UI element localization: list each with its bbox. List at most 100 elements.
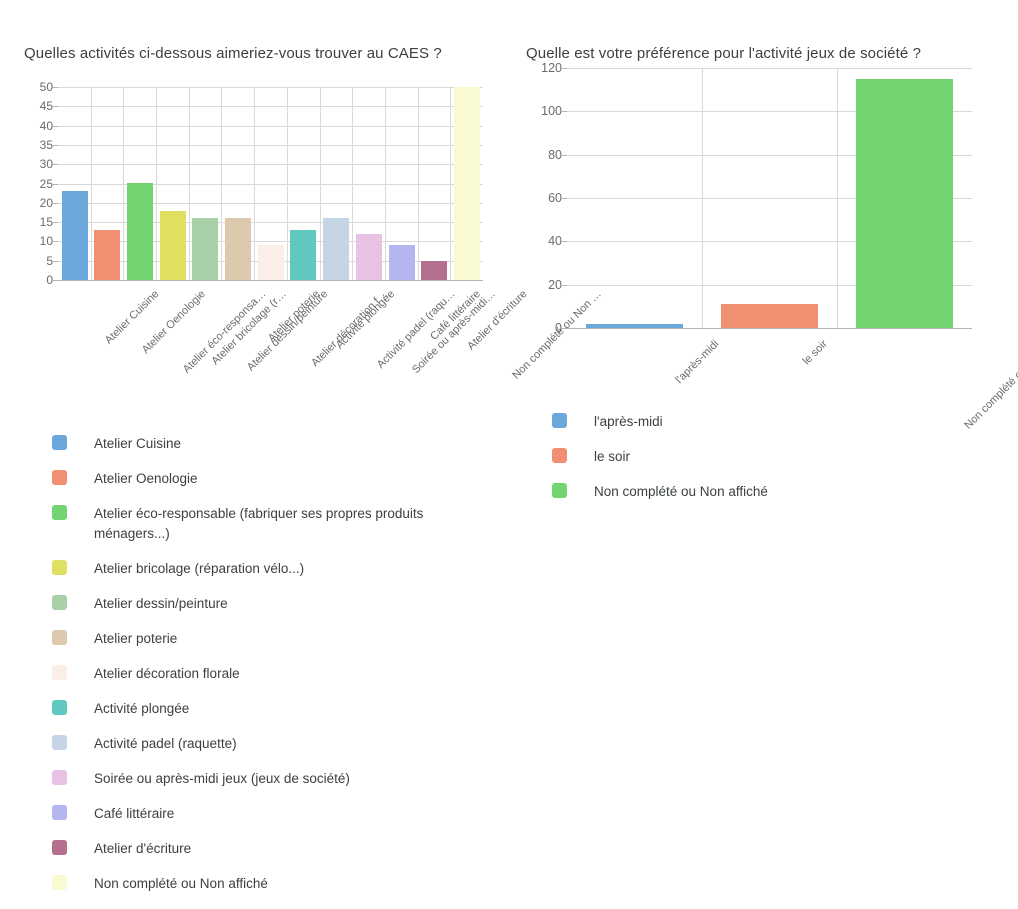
bar[interactable] bbox=[290, 230, 316, 280]
y-axis-tick-mark bbox=[53, 87, 58, 88]
gridline bbox=[567, 198, 972, 199]
legend-item[interactable]: Café littéraire bbox=[52, 804, 472, 824]
legend-preference: l'après-midi le soir Non complété ou Non a… bbox=[552, 412, 882, 517]
legend-color-swatch-icon bbox=[52, 700, 67, 715]
legend-item-label: Atelier décoration florale bbox=[94, 666, 240, 681]
vertical-gridline bbox=[450, 87, 451, 280]
vertical-gridline bbox=[189, 87, 190, 280]
y-axis-tick-label: 30 bbox=[39, 157, 53, 172]
vertical-gridline bbox=[254, 87, 255, 280]
y-axis-tick-mark bbox=[562, 198, 567, 199]
bar[interactable] bbox=[421, 261, 447, 280]
legend-item-label: Activité padel (raquette) bbox=[94, 736, 237, 751]
vertical-gridline bbox=[385, 87, 386, 280]
vertical-gridline bbox=[702, 68, 703, 328]
legend-color-swatch-icon bbox=[52, 805, 67, 820]
y-axis-tick-label: 20 bbox=[39, 195, 53, 210]
legend-item-label: Atelier poterie bbox=[94, 631, 178, 646]
legend-color-swatch-icon bbox=[52, 595, 67, 610]
gridline bbox=[567, 241, 972, 243]
y-axis-tick-mark bbox=[562, 111, 567, 113]
legend-item[interactable]: Atelier éco-responsable (fabriquer ses p… bbox=[52, 504, 472, 544]
legend-activities: Atelier Cuisine Atelier Oenologie Atelier … bbox=[52, 434, 472, 909]
gridline bbox=[58, 241, 483, 243]
y-axis-tick-label: 15 bbox=[39, 215, 53, 230]
y-axis-tick-label: 25 bbox=[39, 176, 53, 191]
y-axis-tick-mark bbox=[53, 144, 58, 146]
legend-item[interactable]: Non complété ou Non affiché bbox=[552, 482, 882, 502]
legend-color-swatch-icon bbox=[52, 435, 67, 450]
gridline bbox=[58, 144, 483, 146]
legend-color-swatch-icon bbox=[52, 470, 67, 485]
y-axis-tick-label: 100 bbox=[541, 104, 562, 119]
legend-item[interactable]: le soir bbox=[552, 447, 882, 467]
y-axis-tick-mark bbox=[53, 125, 58, 127]
bar[interactable] bbox=[356, 234, 382, 280]
bar[interactable] bbox=[225, 218, 251, 280]
bar[interactable] bbox=[721, 304, 818, 328]
gridline bbox=[58, 125, 483, 127]
legend-item[interactable]: l'après-midi bbox=[552, 412, 882, 432]
dashboard-page: Quelles activités ci-dessous aimeriez-vo… bbox=[24, 45, 1018, 891]
y-axis-tick-label: 80 bbox=[548, 147, 562, 162]
chart-title-preference: Quelle est votre préférence pour l'activ… bbox=[526, 45, 922, 63]
legend-item[interactable]: Activité plongée bbox=[52, 699, 472, 719]
gridline bbox=[58, 106, 483, 108]
legend-item-label: Activité plongée bbox=[94, 701, 190, 716]
legend-item[interactable]: Atelier dessin/peinture bbox=[52, 594, 472, 614]
x-axis-line bbox=[58, 280, 483, 281]
legend-item[interactable]: Activité padel (raquette) bbox=[52, 734, 472, 754]
legend-item[interactable]: Atelier décoration florale bbox=[52, 664, 472, 684]
y-axis-tick-mark bbox=[53, 241, 58, 243]
bar-chart-activities: 0 5 10 15 20 25 30 35 40 45 50 bbox=[40, 80, 483, 287]
legend-color-swatch-icon bbox=[52, 735, 67, 750]
bar[interactable] bbox=[454, 87, 480, 280]
legend-item[interactable]: Atelier Cuisine bbox=[52, 434, 472, 454]
legend-item[interactable]: Atelier d'écriture bbox=[52, 839, 472, 859]
bar[interactable] bbox=[94, 230, 120, 280]
y-axis-tick-label: 20 bbox=[548, 277, 562, 292]
legend-item[interactable]: Atelier Oenologie bbox=[52, 469, 472, 489]
legend-item[interactable]: Soirée ou après-midi jeux (jeux de socié… bbox=[52, 769, 472, 789]
legend-color-swatch-icon bbox=[52, 665, 67, 680]
legend-item-label: Atelier Cuisine bbox=[94, 436, 182, 451]
plot-area-preference: 0 20 40 60 80 100 120 bbox=[541, 61, 972, 335]
bar[interactable] bbox=[389, 245, 415, 280]
bar[interactable] bbox=[192, 218, 218, 280]
y-axis-tick-mark bbox=[562, 284, 567, 286]
y-axis-tick-mark bbox=[53, 222, 58, 224]
bar[interactable] bbox=[160, 211, 186, 280]
legend-item-label: Atelier d'écriture bbox=[94, 841, 192, 856]
legend-item-label: Atelier dessin/peinture bbox=[94, 596, 228, 611]
vertical-gridline bbox=[320, 87, 321, 280]
vertical-gridline bbox=[221, 87, 222, 280]
legend-color-swatch-icon bbox=[552, 413, 567, 428]
legend-color-swatch-icon bbox=[52, 505, 67, 520]
vertical-gridline bbox=[91, 87, 92, 280]
y-axis-tick-label: 5 bbox=[46, 253, 53, 268]
bar[interactable] bbox=[323, 218, 349, 280]
vertical-gridline bbox=[287, 87, 288, 280]
gridline bbox=[567, 284, 972, 286]
y-axis-tick-mark bbox=[562, 328, 567, 329]
y-axis-tick-label: 0 bbox=[46, 273, 53, 287]
x-axis-line bbox=[567, 328, 972, 329]
bar[interactable] bbox=[127, 183, 153, 280]
gridline bbox=[58, 164, 483, 166]
legend-color-swatch-icon bbox=[552, 448, 567, 463]
y-axis-tick-mark bbox=[53, 260, 58, 262]
bar[interactable] bbox=[62, 191, 88, 280]
legend-item[interactable]: Atelier bricolage (réparation vélo...) bbox=[52, 559, 472, 579]
legend-item-label: Non complété ou Non affiché bbox=[594, 484, 768, 499]
legend-item[interactable]: Non complété ou Non affiché bbox=[52, 874, 472, 894]
vertical-gridline bbox=[123, 87, 124, 280]
legend-item[interactable]: Atelier poterie bbox=[52, 629, 472, 649]
y-axis-tick-mark bbox=[53, 183, 58, 185]
y-axis-tick-label: 10 bbox=[39, 234, 53, 249]
bar[interactable] bbox=[586, 324, 683, 328]
legend-item-label: Café littéraire bbox=[94, 806, 175, 821]
legend-color-swatch-icon bbox=[552, 483, 567, 498]
bar[interactable] bbox=[258, 245, 284, 280]
bar[interactable] bbox=[856, 79, 953, 328]
legend-item-label: Non complété ou Non affiché bbox=[94, 876, 268, 891]
